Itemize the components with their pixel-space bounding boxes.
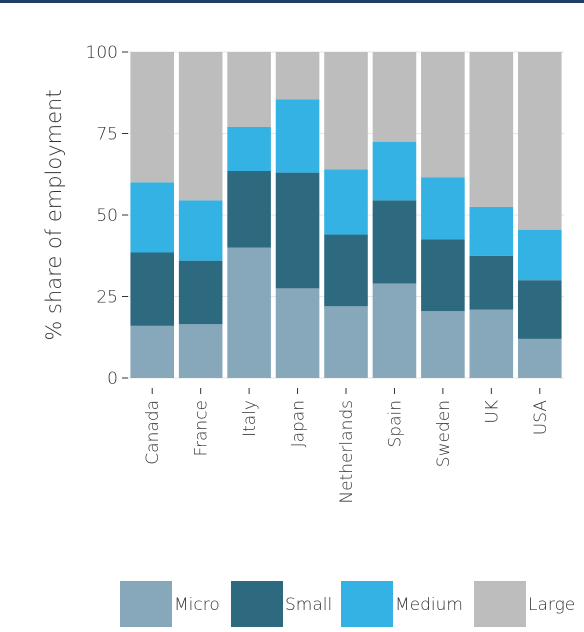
bar-spain-medium xyxy=(372,141,417,201)
x-tick-label-japan: Japan xyxy=(289,400,309,447)
bar-spain-small xyxy=(372,200,417,284)
bar-uk-micro xyxy=(469,309,514,378)
bar-france-medium xyxy=(178,200,223,261)
bar-france-large xyxy=(178,52,223,201)
bar-sweden-small xyxy=(421,239,465,312)
bar-italy-micro xyxy=(227,247,271,378)
bar-japan-small xyxy=(275,172,320,289)
bar-usa-medium xyxy=(517,229,562,281)
bar-canada-small xyxy=(130,252,175,326)
bar-sweden-micro xyxy=(421,311,465,378)
bar-japan-micro xyxy=(275,288,320,378)
bar-japan-large xyxy=(275,52,320,100)
legend-key-medium xyxy=(341,581,393,627)
y-tick-label-25: 25 xyxy=(96,288,118,308)
bar-netherlands-small xyxy=(324,234,368,307)
bar-italy-medium xyxy=(227,126,271,171)
bar-usa-large xyxy=(517,52,562,230)
bar-usa-small xyxy=(517,280,562,339)
legend-label-large: Large xyxy=(528,595,575,615)
y-axis: 0 25 50 75 100 xyxy=(86,43,128,389)
legend-label-small: Small xyxy=(285,595,332,615)
legend-key-micro xyxy=(120,581,172,627)
bars xyxy=(130,52,562,378)
bar-france-micro xyxy=(178,324,223,378)
y-axis-title: % share of employment xyxy=(42,89,66,340)
x-tick-label-sweden: Sweden xyxy=(434,400,454,467)
bar-uk-medium xyxy=(469,206,514,256)
bar-italy-large xyxy=(227,52,271,127)
x-tick-label-netherlands: Netherlands xyxy=(337,400,357,504)
legend-key-large xyxy=(474,581,526,627)
x-tick-label-usa: USA xyxy=(531,400,551,436)
bar-canada-large xyxy=(130,52,175,183)
bar-uk-large xyxy=(469,52,514,207)
x-tick-label-spain: Spain xyxy=(385,400,405,448)
bar-netherlands-large xyxy=(324,52,368,170)
bar-sweden-medium xyxy=(421,177,465,240)
x-axis: Canada France Italy Japan Netherlands Spain Sw… xyxy=(143,388,551,504)
bar-netherlands-micro xyxy=(324,306,368,378)
bar-uk-small xyxy=(469,255,514,310)
y-tick-label-50: 50 xyxy=(96,206,118,226)
bar-sweden-large xyxy=(421,52,465,178)
bar-japan-medium xyxy=(275,99,320,173)
bar-canada-micro xyxy=(130,325,175,378)
x-tick-label-canada: Canada xyxy=(143,400,163,465)
bar-canada-medium xyxy=(130,182,175,253)
top-rule xyxy=(0,0,584,3)
bar-netherlands-medium xyxy=(324,169,368,235)
y-tick-label-100: 100 xyxy=(86,43,118,63)
bar-spain-large xyxy=(372,52,417,142)
x-tick-label-france: France xyxy=(192,400,212,457)
x-tick-label-italy: Italy xyxy=(240,400,260,437)
bar-usa-micro xyxy=(517,338,562,378)
y-tick-label-75: 75 xyxy=(96,125,118,145)
bar-france-small xyxy=(178,260,223,325)
legend: Micro Small Medium Large xyxy=(120,581,575,627)
y-tick-label-0: 0 xyxy=(107,369,118,389)
legend-key-small xyxy=(231,581,283,627)
bar-spain-micro xyxy=(372,283,417,378)
bar-italy-small xyxy=(227,170,271,248)
legend-label-micro: Micro xyxy=(174,595,220,615)
x-tick-label-uk: UK xyxy=(482,400,502,424)
legend-label-medium: Medium xyxy=(395,595,463,615)
